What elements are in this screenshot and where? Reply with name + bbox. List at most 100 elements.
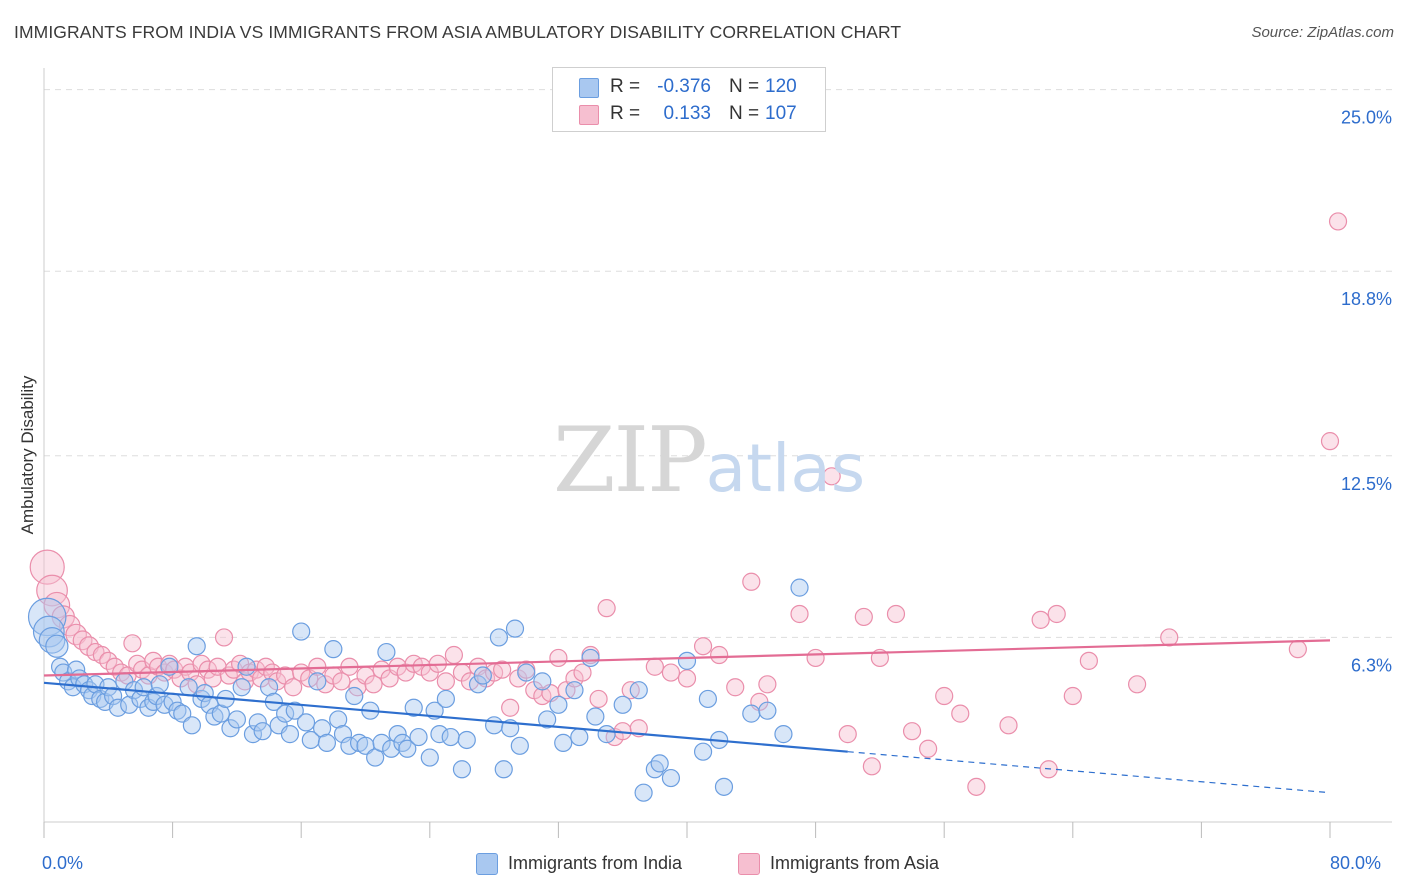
- point-asia: [589, 689, 608, 709]
- point-india: [774, 725, 793, 744]
- y-axis-label: Ambulatory Disability: [18, 375, 37, 535]
- legend-row-asia: R = 0.133 N = 107: [553, 101, 825, 127]
- point-india: [517, 663, 536, 682]
- point-asia: [967, 777, 986, 796]
- point-asia: [493, 660, 512, 679]
- point-india: [494, 760, 513, 779]
- point-india: [489, 628, 509, 647]
- point-india: [650, 754, 669, 773]
- point-india: [554, 733, 573, 752]
- point-india: [398, 739, 417, 758]
- point-india: [441, 727, 460, 747]
- point-india: [586, 707, 605, 726]
- point-asia: [1160, 628, 1179, 647]
- chart-title: IMMIGRANTS FROM INDIA VS IMMIGRANTS FROM…: [14, 22, 902, 42]
- point-india: [457, 730, 476, 750]
- y-tick-label: 6.3%: [1351, 655, 1392, 675]
- point-india: [613, 695, 632, 714]
- point-india: [505, 619, 525, 638]
- bottom-legend-label-asia: Immigrants from Asia: [770, 853, 940, 873]
- point-india: [677, 651, 697, 670]
- point-india: [634, 783, 653, 802]
- point-india: [312, 719, 332, 738]
- point-india: [581, 648, 600, 668]
- point-india: [253, 722, 272, 741]
- point-asia: [332, 672, 351, 691]
- point-india: [329, 710, 348, 729]
- point-india: [182, 716, 201, 735]
- point-india: [333, 725, 353, 744]
- point-india: [280, 725, 300, 744]
- point-asia: [862, 757, 881, 776]
- point-india: [108, 698, 128, 717]
- y-tick-label: 25.0%: [1341, 108, 1392, 128]
- trend-line-india: [43, 681, 848, 753]
- point-india: [173, 704, 192, 723]
- point-india: [714, 777, 734, 796]
- point-asia: [1031, 610, 1050, 629]
- point-india: [661, 768, 681, 788]
- point-india: [308, 672, 327, 691]
- stats-legend: R = -0.376 N = 120 R = 0.133 N = 107: [552, 67, 826, 132]
- bottom-legend-label-india: Immigrants from India: [508, 853, 683, 873]
- point-india: [436, 689, 455, 709]
- point-asia: [710, 645, 729, 665]
- point-india: [742, 704, 761, 723]
- point-india: [187, 637, 206, 656]
- point-india: [232, 678, 251, 697]
- watermark-zip: ZIP: [553, 408, 708, 513]
- y-tick-label: 12.5%: [1341, 474, 1392, 494]
- point-india: [285, 701, 304, 720]
- legend-swatch-asia: [579, 105, 599, 125]
- y-tick-label: 18.8%: [1341, 289, 1392, 309]
- point-asia: [1063, 686, 1082, 706]
- point-asia: [1320, 432, 1340, 451]
- bottom-legend-swatch-asia: [738, 853, 760, 875]
- point-india: [485, 716, 504, 735]
- point-india: [565, 681, 584, 700]
- point-india: [259, 678, 279, 697]
- point-india: [698, 689, 717, 709]
- legend-n-label: N =: [729, 103, 760, 124]
- point-asia: [123, 634, 142, 653]
- point-india: [388, 725, 407, 744]
- point-asia: [645, 657, 664, 676]
- point-asia: [1328, 212, 1348, 231]
- legend-n-value-asia: 107: [765, 103, 797, 124]
- trend-line-asia: [43, 639, 1331, 677]
- point-india: [211, 704, 230, 723]
- trend-line-india-extension: [847, 751, 1331, 794]
- x-tick-label-min: 0.0%: [42, 853, 84, 873]
- point-india: [144, 692, 163, 711]
- trend-lines: [43, 639, 1331, 794]
- point-india: [345, 686, 364, 706]
- point-india: [32, 615, 65, 648]
- axes: [43, 68, 1392, 838]
- point-asia: [65, 623, 87, 646]
- point-india: [693, 742, 713, 761]
- point-asia: [573, 663, 592, 682]
- x-tick-label-max: 80.0%: [1330, 853, 1382, 873]
- watermark: ZIPatlas: [553, 408, 865, 513]
- y-tick-labels: 6.3% 12.5% 18.8% 25.0%: [1341, 108, 1392, 676]
- point-asia: [822, 467, 841, 486]
- point-asia: [806, 648, 825, 668]
- point-india: [324, 640, 343, 659]
- point-india: [645, 760, 664, 779]
- legend-row-india: R = -0.376 N = 120: [553, 74, 825, 100]
- point-india: [120, 695, 139, 714]
- point-asia: [444, 645, 464, 665]
- point-asia: [1079, 651, 1098, 670]
- legend-r-value-india: -0.376: [657, 76, 711, 97]
- point-india: [420, 748, 439, 767]
- point-india: [404, 698, 423, 717]
- point-india: [409, 727, 428, 747]
- point-india: [317, 733, 337, 752]
- point-india: [549, 695, 568, 714]
- point-india: [468, 675, 488, 694]
- legend-n-label: N =: [729, 76, 760, 97]
- point-asia: [1288, 640, 1307, 659]
- point-asia: [726, 678, 745, 697]
- point-asia: [284, 678, 303, 697]
